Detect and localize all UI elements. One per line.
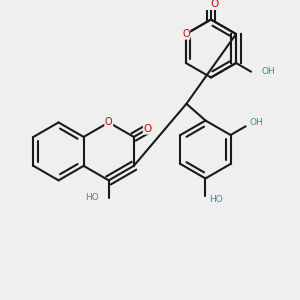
Text: O: O: [143, 124, 152, 134]
Text: OH: OH: [261, 67, 275, 76]
Text: HO: HO: [209, 195, 223, 204]
Text: O: O: [105, 117, 112, 128]
Text: OH: OH: [249, 118, 263, 127]
Text: O: O: [182, 29, 190, 39]
Text: O: O: [211, 0, 219, 9]
Text: HO: HO: [85, 193, 99, 202]
